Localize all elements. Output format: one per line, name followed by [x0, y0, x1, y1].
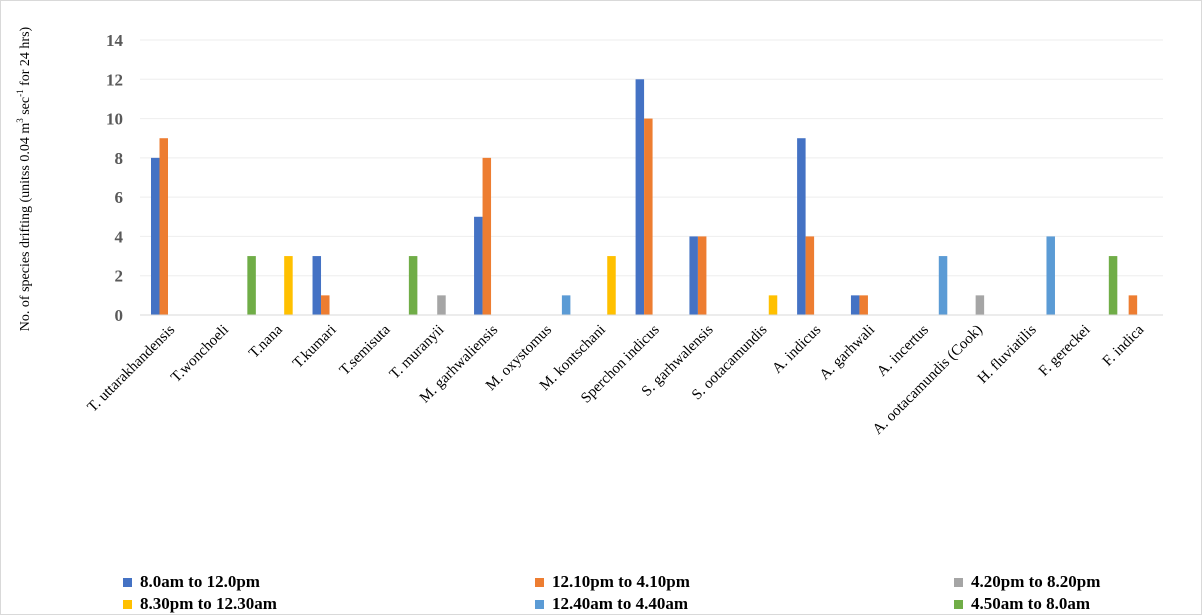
y-tick-label: 4	[115, 227, 124, 246]
y-tick-label: 10	[106, 110, 123, 129]
y-axis-title-part-1: No. of species drifting (unitss 0.04 m	[18, 123, 33, 332]
bar-chart: 0 2 4 6 8 10 12 14 T. uttarakhandensisT.wonchoe…	[15, 26, 1163, 438]
bar	[151, 157, 160, 315]
x-tick-label: A. indicus	[769, 322, 824, 377]
legend-label: 12.40am to 4.40am	[552, 594, 688, 613]
bar	[635, 79, 645, 316]
bar	[975, 295, 985, 315]
y-tick-label: 8	[115, 149, 124, 168]
bar	[1108, 256, 1118, 315]
legend-item: 4.50am to 8.0am	[954, 594, 1090, 614]
x-tick-label: T.wonchoeli	[168, 322, 232, 386]
bar	[607, 256, 616, 315]
y-tick-label: 14	[106, 31, 124, 50]
bar	[859, 295, 868, 315]
x-tick-label: T.semisuta	[337, 322, 394, 379]
y-tick-label: 6	[115, 188, 124, 207]
x-tick-label: T. uttarakhandensis	[85, 322, 179, 416]
legend-item: 12.10pm to 4.10pm	[535, 572, 690, 592]
legend-label: 8.0am to 12.0pm	[140, 572, 260, 591]
legend-swatch	[535, 577, 544, 587]
bar	[247, 256, 256, 315]
bar	[697, 236, 707, 315]
y-axis-title-sup-2: -1	[15, 89, 25, 97]
bar	[797, 138, 806, 315]
legend-label: 4.50am to 8.0am	[971, 594, 1090, 613]
x-tick-label: A. incertus	[874, 322, 932, 380]
y-tick-label: 2	[115, 267, 124, 286]
bar	[1046, 236, 1055, 315]
x-tick-label: T.nana	[246, 322, 286, 362]
legend-label: 4.20pm to 8.20pm	[971, 572, 1101, 591]
legend-item: 4.20pm to 8.20pm	[954, 572, 1100, 592]
bar	[482, 157, 492, 315]
bar	[805, 236, 815, 315]
legend-swatch	[954, 599, 963, 609]
bar	[644, 118, 653, 315]
bar	[561, 295, 571, 315]
legend-item: 12.40am to 4.40am	[535, 594, 688, 614]
bar	[321, 295, 330, 315]
x-tick-label: F. indica	[1100, 322, 1148, 370]
bar	[437, 295, 446, 315]
x-tick-label: T.kumari	[290, 322, 340, 372]
bar	[408, 256, 418, 315]
legend-label: 8.30pm to 12.30am	[140, 594, 277, 613]
legend-item: 8.0am to 12.0pm	[123, 572, 260, 592]
y-tick-label: 0	[115, 306, 124, 325]
x-tick-label: A. garhwali	[817, 322, 878, 383]
x-tick-label: H. fluviatilis	[975, 322, 1040, 387]
y-axis-title-part-2: sec	[18, 97, 33, 118]
bar	[474, 216, 483, 315]
legend-swatch	[123, 577, 132, 587]
x-tick-label: A. ootacamundis (Cook)	[870, 322, 986, 438]
bars	[151, 79, 1138, 316]
bar	[159, 138, 168, 315]
legend-swatch	[535, 599, 544, 609]
bar	[689, 236, 698, 315]
legend: 8.0am to 12.0pm 12.10pm to 4.10pm 4.20pm…	[123, 572, 1183, 616]
bar	[312, 256, 322, 315]
y-axis-title-sup-1: 3	[15, 118, 25, 123]
bar	[1128, 295, 1138, 315]
y-axis-title: No. of species drifting (unitss 0.04 m3 …	[15, 26, 33, 331]
y-axis-ticks: 0 2 4 6 8 10 12 14	[106, 31, 124, 325]
bar	[850, 295, 860, 315]
bar	[768, 295, 778, 315]
legend-item: 8.30pm to 12.30am	[123, 594, 277, 614]
x-tick-label: F. gereckei	[1036, 322, 1094, 380]
y-axis-title-part-3: for 24 hrs)	[18, 26, 33, 89]
bar	[284, 256, 293, 315]
bar	[938, 256, 948, 315]
y-tick-label: 12	[106, 70, 123, 89]
legend-label: 12.10pm to 4.10pm	[552, 572, 690, 591]
legend-swatch	[954, 577, 963, 587]
legend-swatch	[123, 599, 132, 609]
